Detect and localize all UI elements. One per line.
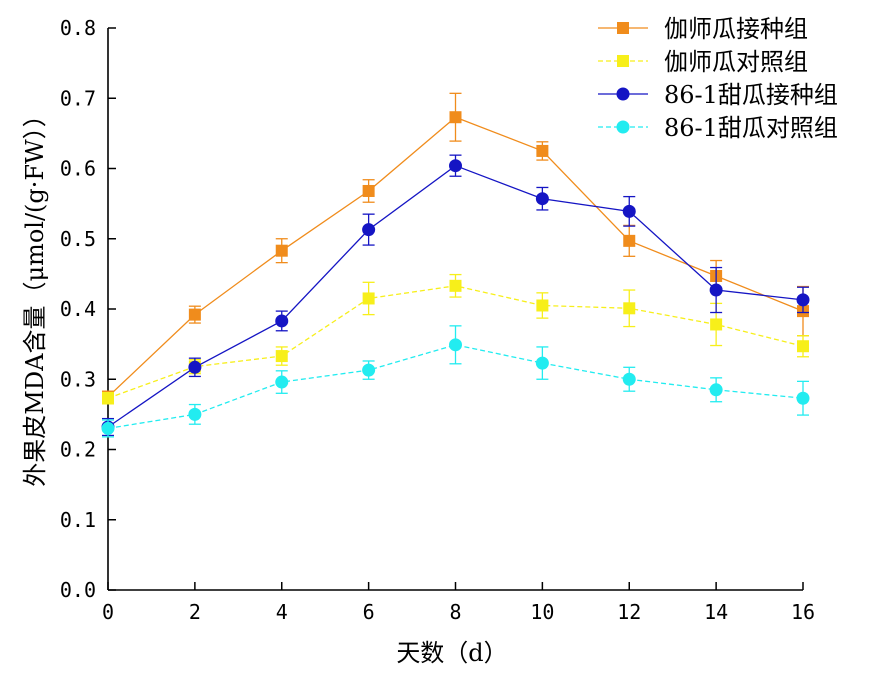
legend-item: 86-1甜瓜对照组 (598, 114, 838, 142)
y-tick-label: 0.6 (60, 157, 96, 181)
x-tick-label: 4 (276, 600, 288, 624)
data-point (188, 407, 202, 421)
data-point (102, 392, 114, 405)
legend-item: 伽师瓜对照组 (598, 48, 808, 76)
x-tick-label: 0 (102, 600, 114, 624)
legend-item: 86-1甜瓜接种组 (598, 81, 838, 109)
series-4 (101, 325, 810, 438)
legend-marker (616, 120, 630, 134)
y-tick-label: 0.8 (60, 16, 96, 40)
series-line (107, 344, 804, 430)
data-point (449, 159, 462, 173)
data-point (275, 375, 289, 389)
data-point (797, 340, 809, 353)
data-point (449, 111, 462, 124)
data-point (362, 363, 376, 377)
data-point (449, 338, 462, 352)
data-point (275, 350, 288, 363)
y-tick-label: 0.5 (60, 227, 96, 251)
legend-label: 伽师瓜接种组 (664, 15, 808, 43)
data-point (709, 283, 723, 297)
data-point (101, 421, 115, 435)
y-ticks: 0.0 0.1 0.2 0.3 0.4 0.5 0.6 0.7 0.8 (60, 16, 116, 602)
legend-label: 86-1甜瓜对照组 (664, 114, 838, 142)
data-point (449, 279, 462, 292)
legend-label: 伽师瓜对照组 (664, 48, 808, 76)
legend-label: 86-1甜瓜接种组 (664, 81, 838, 109)
data-point (709, 383, 723, 397)
data-point (362, 184, 375, 197)
data-point (188, 360, 202, 374)
y-tick-label: 0.0 (60, 578, 96, 602)
data-point (362, 223, 376, 237)
x-axis-title: 天数（d） (396, 639, 507, 667)
y-tick-label: 0.4 (60, 297, 96, 321)
legend-item: 伽师瓜接种组 (598, 15, 808, 43)
x-tick-label: 10 (530, 600, 554, 624)
legend-marker (616, 87, 630, 101)
y-tick-label: 0.7 (60, 86, 96, 110)
x-ticks: 0 2 4 6 8 10 12 14 16 (102, 582, 815, 624)
y-tick-label: 0.1 (60, 508, 96, 532)
y-tick-label: 0.2 (60, 438, 96, 462)
data-point (188, 308, 201, 321)
x-tick-label: 2 (189, 600, 201, 624)
x-tick-label: 8 (449, 600, 461, 624)
data-point (623, 302, 636, 315)
x-tick-label: 12 (617, 600, 641, 624)
y-tick-label: 0.3 (60, 367, 96, 391)
plot-area: 0.0 0.1 0.2 0.3 0.4 0.5 0.6 0.7 0.8 0 2 4 6 8 10 12 14 1… (60, 16, 815, 624)
data-point (622, 372, 636, 386)
x-tick-label: 16 (791, 600, 815, 624)
data-point (275, 244, 288, 257)
data-point (796, 293, 810, 307)
x-tick-label: 6 (363, 600, 375, 624)
data-point (275, 314, 289, 328)
data-point (362, 292, 375, 305)
data-point (622, 204, 636, 218)
legend-marker (617, 55, 629, 67)
legend-marker (617, 22, 629, 34)
x-tick-label: 14 (704, 600, 728, 624)
data-point (710, 318, 723, 331)
data-point (535, 192, 549, 206)
y-axis-title: 外果皮MDA含量（μmol/(g·FW）） (21, 103, 49, 486)
data-point (623, 234, 636, 247)
data-point (536, 144, 549, 157)
data-point (536, 299, 549, 312)
data-point (535, 356, 549, 370)
series-layer (101, 92, 810, 438)
data-point (796, 391, 810, 405)
